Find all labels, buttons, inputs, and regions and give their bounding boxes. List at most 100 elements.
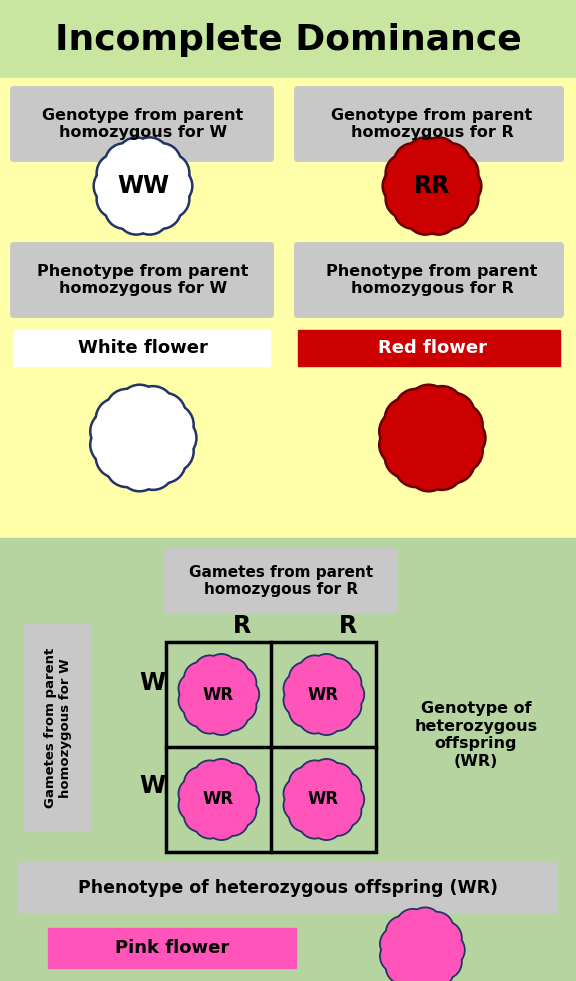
Circle shape (408, 162, 456, 210)
Circle shape (381, 412, 419, 450)
Circle shape (90, 410, 132, 453)
Circle shape (441, 156, 476, 190)
Circle shape (386, 439, 425, 476)
FancyBboxPatch shape (10, 242, 274, 318)
Circle shape (410, 387, 448, 425)
Circle shape (397, 959, 428, 981)
Circle shape (388, 181, 423, 217)
Circle shape (445, 419, 483, 457)
Text: Gametes from parent
homozygous for W: Gametes from parent homozygous for W (44, 647, 72, 808)
Text: RR: RR (414, 174, 450, 198)
Circle shape (195, 703, 224, 732)
Bar (166, 642, 376, 852)
Circle shape (396, 192, 431, 227)
Circle shape (408, 958, 442, 981)
Text: Red flower: Red flower (377, 339, 487, 357)
Circle shape (92, 426, 130, 464)
Circle shape (150, 179, 190, 219)
Circle shape (194, 760, 226, 793)
FancyBboxPatch shape (294, 242, 564, 318)
Circle shape (227, 678, 259, 711)
Text: Phenotype from parent
homozygous for R: Phenotype from parent homozygous for R (327, 264, 537, 296)
Circle shape (131, 386, 175, 429)
Circle shape (180, 779, 209, 808)
Circle shape (329, 772, 362, 804)
Circle shape (382, 166, 422, 206)
Text: Genotype of
heterozygous
offspring
(WR): Genotype of heterozygous offspring (WR) (415, 701, 537, 768)
Circle shape (394, 444, 437, 488)
Circle shape (406, 159, 458, 213)
Circle shape (439, 179, 479, 219)
Circle shape (312, 809, 341, 839)
Circle shape (410, 451, 448, 490)
Circle shape (105, 444, 148, 488)
Circle shape (300, 703, 329, 732)
Circle shape (423, 388, 461, 426)
Circle shape (132, 197, 167, 232)
Circle shape (397, 447, 435, 486)
Circle shape (385, 915, 419, 950)
Circle shape (151, 430, 194, 473)
Text: Pink flower: Pink flower (115, 939, 229, 957)
Circle shape (144, 192, 179, 227)
Circle shape (388, 156, 423, 190)
Circle shape (224, 667, 257, 699)
Circle shape (197, 673, 240, 716)
Circle shape (95, 397, 138, 440)
Circle shape (229, 680, 257, 709)
Bar (14, 330, 270, 366)
Text: W: W (139, 671, 165, 695)
Circle shape (131, 447, 175, 490)
Circle shape (98, 400, 136, 438)
Circle shape (298, 701, 331, 734)
Text: Incomplete Dominance: Incomplete Dominance (55, 23, 521, 57)
Circle shape (331, 797, 360, 825)
Circle shape (298, 655, 331, 688)
Circle shape (420, 447, 464, 490)
Text: WR: WR (203, 791, 234, 808)
Circle shape (142, 189, 181, 230)
Circle shape (393, 189, 433, 230)
Circle shape (431, 142, 471, 182)
Circle shape (323, 765, 352, 794)
Text: WR: WR (203, 686, 234, 703)
Circle shape (387, 952, 418, 981)
Circle shape (428, 921, 462, 955)
Circle shape (420, 955, 454, 981)
Circle shape (331, 692, 360, 720)
Circle shape (227, 783, 259, 816)
Circle shape (385, 179, 425, 219)
Circle shape (217, 803, 249, 836)
Text: White flower: White flower (78, 339, 208, 357)
Circle shape (312, 704, 341, 734)
Circle shape (420, 386, 464, 429)
Circle shape (184, 800, 216, 832)
Circle shape (96, 179, 136, 219)
Circle shape (396, 908, 430, 943)
Circle shape (397, 910, 428, 941)
Circle shape (300, 808, 329, 837)
Circle shape (143, 440, 186, 484)
Circle shape (422, 956, 452, 981)
Circle shape (104, 189, 145, 230)
Circle shape (194, 701, 226, 734)
Circle shape (146, 394, 184, 433)
Circle shape (285, 791, 314, 820)
Circle shape (195, 762, 224, 791)
Circle shape (153, 181, 187, 217)
Circle shape (408, 197, 443, 232)
Circle shape (331, 669, 360, 697)
Circle shape (407, 385, 450, 427)
Circle shape (283, 777, 316, 810)
Text: Genotype from parent
homozygous for R: Genotype from parent homozygous for R (331, 108, 533, 140)
Circle shape (312, 760, 341, 790)
Circle shape (205, 807, 238, 841)
Circle shape (298, 806, 331, 839)
Circle shape (385, 169, 419, 203)
Circle shape (380, 927, 414, 960)
Circle shape (422, 913, 452, 944)
Circle shape (283, 789, 316, 822)
Circle shape (329, 690, 362, 722)
Circle shape (435, 394, 473, 433)
Circle shape (401, 929, 443, 971)
